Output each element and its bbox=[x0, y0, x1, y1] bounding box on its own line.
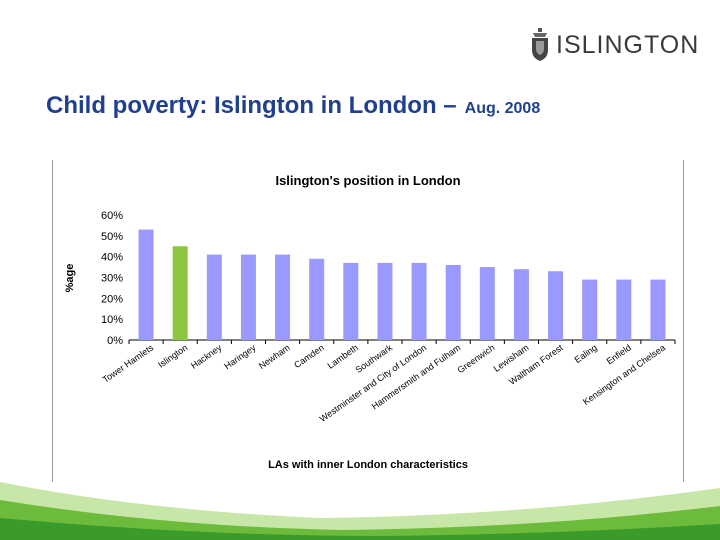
x-tick-label: Greenwich bbox=[455, 342, 496, 375]
bar bbox=[411, 262, 427, 340]
bar bbox=[548, 271, 564, 340]
logo-text: ISLINGTON bbox=[556, 30, 700, 59]
x-tick-label: Camden bbox=[292, 342, 326, 370]
y-tick-label: 10% bbox=[101, 314, 123, 326]
bar bbox=[445, 265, 461, 340]
x-tick-label: Haringey bbox=[222, 342, 258, 371]
y-tick-label: 50% bbox=[101, 231, 123, 243]
x-tick-label: Enfield bbox=[605, 342, 633, 366]
slide-title: Child poverty: Islington in London – Aug.… bbox=[46, 92, 540, 120]
bar bbox=[172, 246, 188, 340]
y-tick-label: 60% bbox=[101, 210, 123, 222]
footer-wave bbox=[0, 482, 720, 540]
bar bbox=[240, 254, 256, 340]
x-tick-label: Newham bbox=[257, 342, 292, 371]
bar bbox=[138, 229, 154, 340]
bar-chart: Islington's position in London %age 0% 10% 2… bbox=[64, 173, 676, 471]
bar bbox=[343, 262, 359, 340]
slide-title-date: Aug. 2008 bbox=[464, 100, 541, 117]
y-tick-label: 0% bbox=[107, 335, 123, 347]
bar bbox=[650, 279, 666, 340]
slide-title-main: Child poverty: Islington in London – bbox=[46, 92, 457, 119]
islington-logo: ISLINGTON bbox=[530, 28, 699, 62]
bar bbox=[616, 279, 632, 340]
bar bbox=[582, 279, 598, 340]
bar bbox=[309, 258, 325, 340]
crest-icon bbox=[532, 28, 548, 61]
x-axis-label: LAs with inner London characteristics bbox=[268, 459, 468, 471]
x-tick-label: Hackney bbox=[189, 342, 224, 371]
y-tick-label: 30% bbox=[101, 273, 123, 285]
chart-panel: Islington's position in London %age 0% 10% 2… bbox=[52, 160, 684, 482]
x-tick-label: Islington bbox=[156, 342, 189, 369]
bar bbox=[513, 269, 529, 340]
x-tick-label: Tower Hamlets bbox=[101, 342, 156, 385]
y-axis-label: %age bbox=[64, 264, 76, 293]
bar bbox=[479, 267, 495, 340]
bar bbox=[206, 254, 222, 340]
x-tick-label: Ealing bbox=[573, 342, 599, 365]
y-tick-label: 20% bbox=[101, 293, 123, 305]
chart-title: Islington's position in London bbox=[275, 173, 460, 188]
bar bbox=[275, 254, 291, 340]
y-tick-label: 40% bbox=[101, 252, 123, 264]
bar bbox=[377, 262, 393, 340]
